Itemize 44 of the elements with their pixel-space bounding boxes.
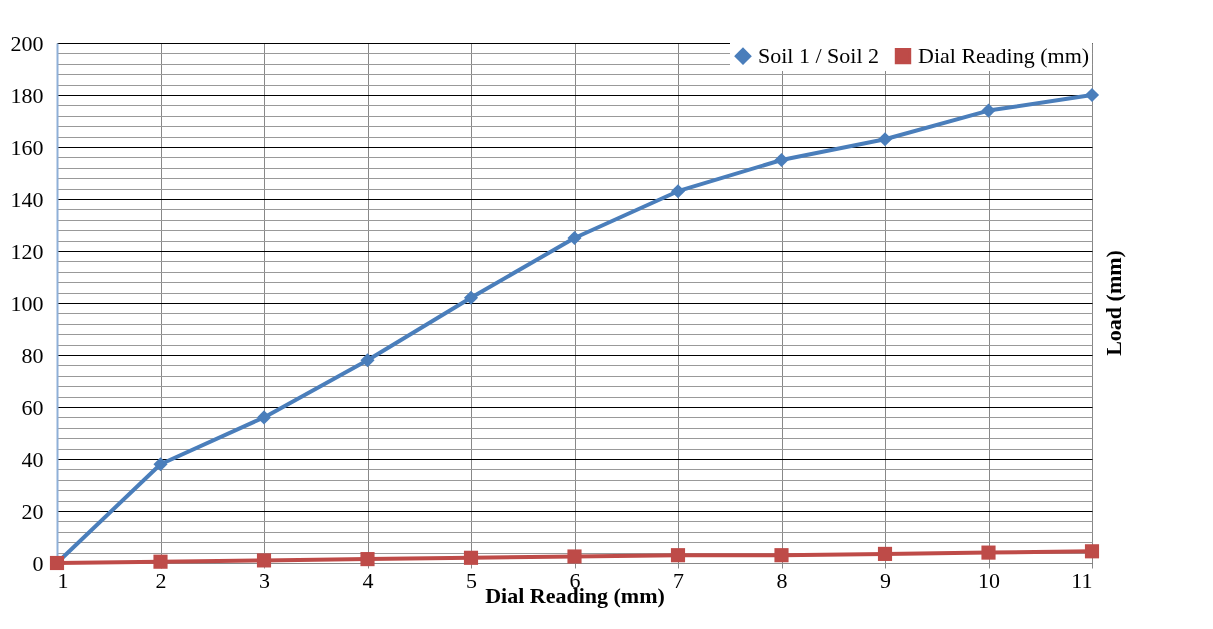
x-tick-label: 7 bbox=[673, 567, 684, 593]
y-tick-label: 60 bbox=[21, 394, 44, 420]
point bbox=[774, 548, 789, 563]
x-tick-label: 8 bbox=[776, 567, 788, 593]
legend-label: Dial Reading (mm) bbox=[918, 43, 1090, 69]
point bbox=[567, 230, 582, 246]
x-tick-label: 4 bbox=[362, 567, 374, 593]
y-axis-title: Load (mm) bbox=[1101, 250, 1126, 356]
point bbox=[463, 550, 479, 565]
legend-label: Soil 1 / Soil 2 bbox=[758, 43, 880, 69]
point bbox=[981, 545, 996, 560]
x-tick-label: 10 bbox=[978, 567, 1000, 593]
point bbox=[670, 184, 686, 199]
y-tick-label: 100 bbox=[10, 290, 44, 316]
x-tick-label: 3 bbox=[259, 567, 270, 593]
point bbox=[1084, 87, 1100, 103]
point bbox=[774, 152, 789, 168]
y-tick-label: 40 bbox=[21, 446, 44, 472]
point bbox=[360, 552, 375, 567]
y-tick-label: 120 bbox=[10, 238, 44, 264]
y-tick-label: 80 bbox=[21, 342, 44, 368]
x-tick-label: 9 bbox=[880, 567, 891, 593]
point bbox=[877, 132, 893, 147]
point bbox=[670, 548, 686, 563]
x-tick-label: 2 bbox=[155, 567, 167, 593]
y-tick-label: 160 bbox=[10, 134, 44, 160]
point bbox=[256, 410, 272, 425]
y-tick-label: 180 bbox=[10, 82, 44, 108]
x-tick-label: 5 bbox=[466, 567, 477, 593]
point bbox=[463, 290, 479, 305]
point bbox=[360, 353, 375, 368]
point bbox=[1084, 544, 1100, 559]
x-tick-label: 11 bbox=[1071, 567, 1093, 593]
point bbox=[153, 554, 168, 569]
point bbox=[256, 553, 272, 568]
y-tick-label: 140 bbox=[10, 186, 44, 212]
y-tick-label: 200 bbox=[10, 30, 44, 56]
point bbox=[153, 457, 168, 472]
y-tick-label: 20 bbox=[21, 498, 44, 524]
point bbox=[981, 103, 996, 118]
point bbox=[567, 549, 582, 564]
x-tick-label: 1 bbox=[57, 567, 69, 593]
point bbox=[877, 546, 893, 561]
y-tick-label: 0 bbox=[32, 550, 44, 576]
